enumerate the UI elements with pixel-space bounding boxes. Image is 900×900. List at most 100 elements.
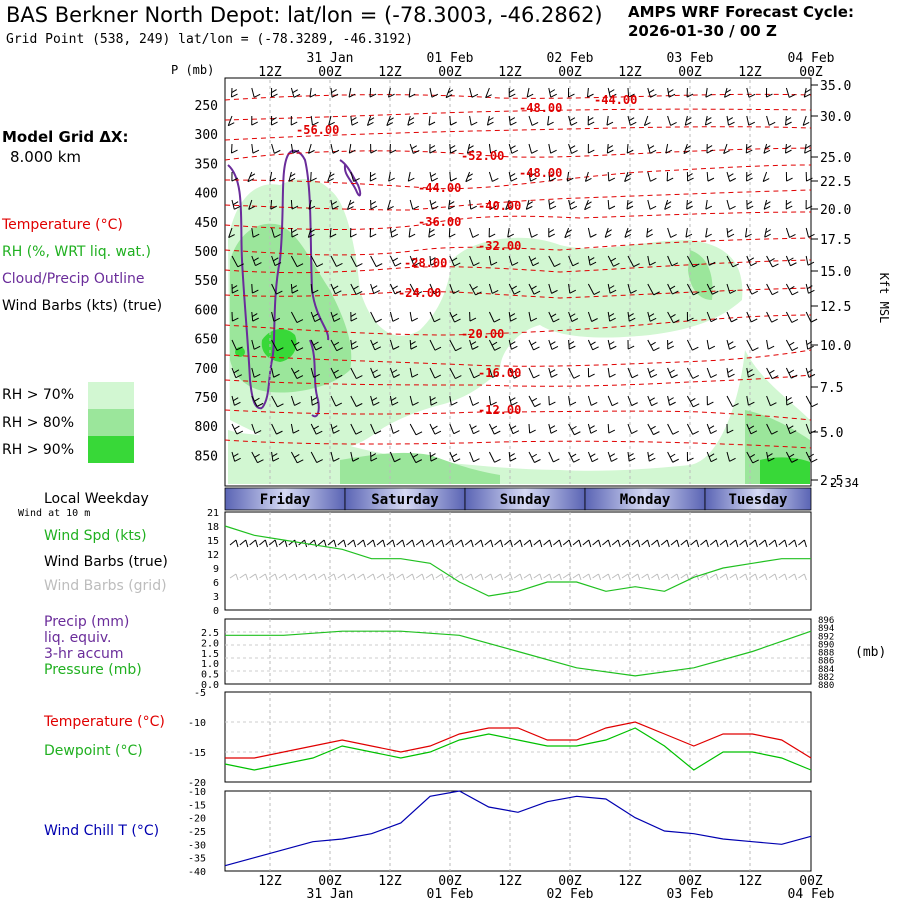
- xsec-wind-barb: [330, 143, 340, 154]
- wind-barb-grid: [592, 573, 602, 581]
- xsec-wind-barb: [667, 255, 679, 267]
- pressure-tick-label: 700: [195, 362, 218, 377]
- xsec-wind-barb: [805, 339, 814, 350]
- wind-barb-grid: [278, 573, 288, 581]
- wind-barb-grid: [572, 573, 582, 581]
- wind-barb-true: [474, 539, 484, 548]
- xsec-wind-barb: [683, 143, 691, 155]
- xsec-wind-barb: [686, 423, 699, 435]
- wind-barb-grid: [464, 573, 474, 581]
- xsec-wind-barb: [647, 255, 656, 266]
- xsec-wind-barb: [627, 423, 638, 435]
- forecast-cycle-label: AMPS WRF Forecast Cycle:: [628, 3, 854, 21]
- temperature-panel-frame: [224, 691, 812, 783]
- grid-point-label: Grid Point (538, 249) lat/lon = (-78.328…: [6, 32, 413, 47]
- wind-barb-grid: [239, 573, 249, 581]
- xsec-wind-barb: [706, 255, 716, 266]
- bottom-time-label: 00Z: [678, 874, 702, 889]
- wind-barb-grid: [504, 573, 513, 581]
- wind-barb-true: [641, 539, 651, 548]
- xsec-wind-barb: [389, 255, 402, 267]
- xsec-wind-barb: [271, 115, 278, 126]
- bottom-date-labels: 31 Jan 01 Feb 02 Feb 03 Feb 04 Feb: [307, 887, 835, 900]
- axis-tick-label: 21: [207, 508, 219, 519]
- xsec-wind-barb: [388, 87, 395, 98]
- xsec-wind-barb: [547, 115, 554, 126]
- wind-barb-true: [494, 539, 504, 548]
- xsec-wind-barb: [607, 451, 618, 462]
- wind-barb-grid: [396, 573, 406, 581]
- pressure-tick-label: 880: [818, 681, 834, 691]
- top-date-labels: 31 Jan 01 Feb 02 Feb 03 Feb 04 Feb: [307, 51, 835, 66]
- xsec-wind-barb: [785, 115, 792, 126]
- pressure-tick-label: 850: [195, 449, 218, 464]
- contour-label-28: -28.00: [404, 256, 447, 270]
- contour-label-48: -48.00: [519, 166, 562, 180]
- axis-tick-label: -5: [194, 688, 206, 699]
- height-tick-label: 25.0: [820, 151, 851, 166]
- top-time-label: 12Z: [738, 65, 762, 80]
- xsec-wind-barb: [288, 171, 296, 182]
- xsec-wind-barb: [548, 395, 556, 406]
- wind-barb-grid: [308, 573, 317, 581]
- wind-barb-true: [631, 539, 641, 548]
- xsec-wind-barb: [310, 115, 319, 126]
- wind-barb-true: [553, 539, 562, 548]
- xsec-wind-barb: [785, 143, 792, 154]
- xsec-wind-barb: [449, 339, 462, 352]
- xsec-wind-barb: [310, 255, 324, 268]
- xsec-wind-barb: [307, 227, 316, 238]
- xsec-wind-barb: [548, 339, 559, 350]
- axis-tick-label: -10: [188, 787, 206, 798]
- xsec-wind-barb: [370, 339, 382, 351]
- xsec-wind-barb: [665, 143, 673, 154]
- rh-70-swatch: [88, 382, 134, 409]
- xsec-wind-barb: [726, 199, 736, 210]
- xsec-wind-barb: [684, 115, 692, 126]
- xsec-wind-barb: [231, 87, 238, 98]
- xsec-wind-barb: [667, 339, 675, 350]
- xsec-wind-barb: [486, 115, 494, 126]
- wind-barb-true: [651, 539, 660, 548]
- xsec-wind-barb: [370, 283, 380, 294]
- wind-barb-true: [719, 539, 729, 548]
- xsec-wind-barb: [389, 339, 400, 350]
- wind-barb-true: [425, 539, 435, 548]
- xsec-wind-barb: [507, 227, 514, 238]
- xsec-wind-barb: [271, 255, 282, 266]
- wind-barb-grid: [680, 573, 690, 581]
- height-tick-label: 5.0: [820, 426, 843, 441]
- wind-barb-true: [435, 539, 445, 548]
- xsec-wind-barb: [607, 199, 616, 210]
- xsec-wind-barb: [607, 339, 617, 350]
- xsec-wind-barb: [488, 143, 497, 154]
- xsec-wind-barb: [607, 255, 620, 267]
- wind-barb-grid: [553, 573, 562, 581]
- xsec-wind-barb: [330, 87, 339, 98]
- xsec-wind-barb: [607, 423, 616, 434]
- rh-70-label: RH > 70%: [2, 387, 75, 403]
- contour-label-16: -16.00: [478, 366, 521, 380]
- xsec-wind-barb: [449, 255, 461, 267]
- bottom-time-label: 12Z: [258, 874, 282, 889]
- xsec-wind-barb: [309, 87, 317, 98]
- xsec-wind-barb: [389, 227, 399, 238]
- xsec-wind-barb: [449, 367, 462, 380]
- xsec-wind-barb: [587, 227, 597, 238]
- wind-barb-grid: [729, 573, 739, 581]
- axis-tick-label: -15: [188, 800, 206, 811]
- xsec-wind-barb: [429, 367, 442, 379]
- xsec-wind-barb: [310, 451, 323, 463]
- wind-barb-grid: [455, 573, 464, 581]
- xsec-wind-barb: [231, 423, 244, 435]
- contour-label-44: -44.00: [418, 181, 461, 195]
- xsec-wind-barb: [387, 199, 394, 210]
- xsec-wind-barb: [686, 255, 700, 268]
- xsec-wind-barb: [310, 339, 323, 351]
- xsec-wind-barb: [548, 227, 555, 238]
- wind-barb-grid: [602, 573, 611, 581]
- bottom-time-label: 00Z: [558, 874, 582, 889]
- xsec-wind-barb: [429, 87, 439, 98]
- xsec-wind-barb: [746, 283, 759, 295]
